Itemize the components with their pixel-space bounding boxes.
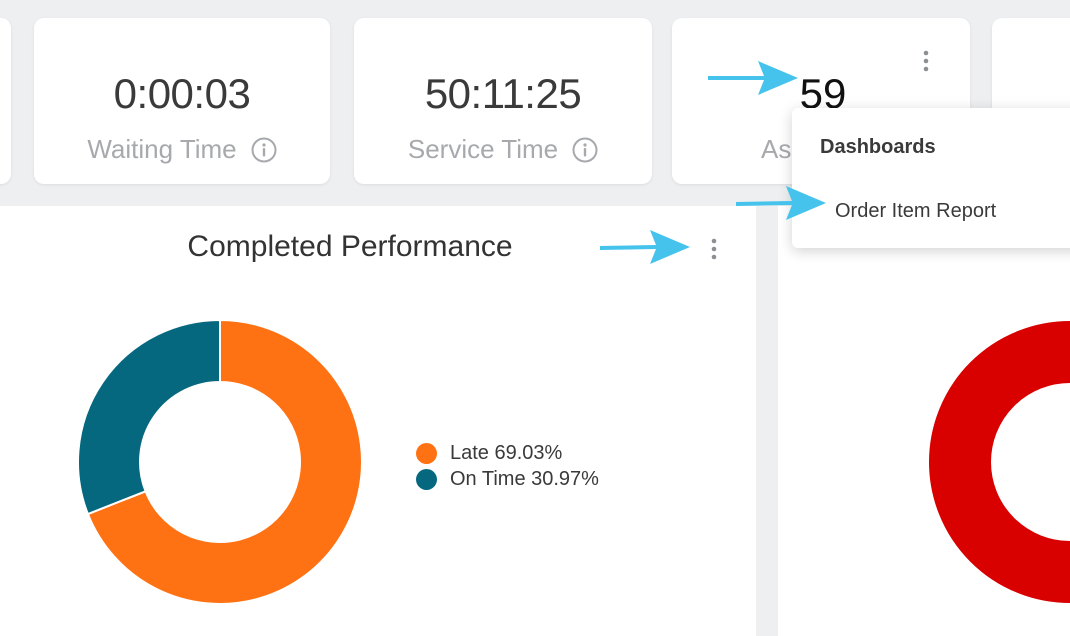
arrow-icon [708,61,798,95]
service-time-label: Service Time [407,134,559,164]
red-donut-ring [929,321,1070,603]
info-icon[interactable] [572,137,598,163]
stat-card-waiting-time: 0:00:03 Waiting Time [34,18,330,184]
donut-slice-on-time[interactable] [77,318,221,516]
arrow-icon [600,230,690,264]
donut-chart [77,318,363,605]
legend-item-on-time[interactable]: On Time 30.97% [416,466,599,492]
legend-swatch-on-time [416,468,437,490]
menu-item-order-item-report[interactable]: Order Item Report [835,200,997,222]
legend-item-late[interactable]: Late 69.03% [416,440,599,466]
menu-heading: Dashboards [820,136,936,158]
stat-card-service-time: 50:11:25 Service Time [354,18,652,184]
donut-slice-late[interactable] [86,318,363,605]
assigned-label: As [761,134,792,164]
dashboards-dropdown-menu: Dashboards Order Item Report [792,108,1070,248]
arrow-icon [736,186,826,220]
legend-label-late: Late 69.03% [450,441,563,464]
chart-legend: Late 69.03% On Time 30.97% [416,440,599,492]
kebab-menu-icon[interactable] [709,237,719,261]
waiting-time-value: 0:00:03 [113,70,251,117]
panel-title: Completed Performance [187,230,513,263]
legend-label-on-time: On Time 30.97% [450,467,599,490]
waiting-time-label: Waiting Time [87,134,237,164]
legend-swatch-late [416,442,437,464]
red-donut-chart [929,321,1070,603]
service-time-value: 50:11:25 [424,70,582,117]
info-icon[interactable] [251,137,277,163]
stat-card-partial [0,18,11,184]
kebab-menu-icon[interactable] [921,49,931,73]
